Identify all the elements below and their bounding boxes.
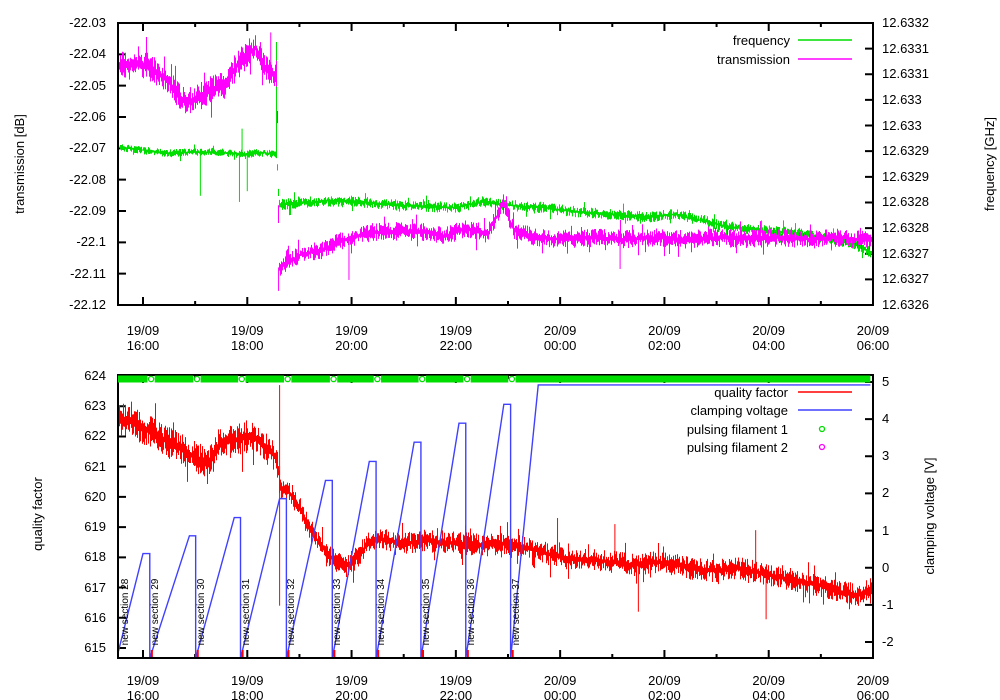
legend-label-pulsing-filament-1: pulsing filament 1 (686, 422, 788, 437)
axis-title-frequency: frequency [GHz] (982, 117, 997, 211)
y-tick-label: 623 (84, 398, 106, 414)
x-tick-label: 20/09 00:00 (543, 323, 577, 353)
x-tick-label: 20/09 06:00 (856, 673, 890, 700)
y2-tick-label: -1 (882, 596, 894, 612)
y2-tick-label: 12.6331 (882, 40, 929, 56)
y-tick-label: -22.11 (70, 265, 106, 281)
x-tick-label: 19/09 16:00 (126, 323, 160, 353)
y2-tick-label: 2 (882, 485, 890, 501)
y-tick-label: -22.03 (69, 15, 106, 30)
x-tick-label: 20/09 02:00 (648, 673, 681, 700)
y2-tick-label: 12.6327 (882, 271, 929, 287)
axis-title-transmission: transmission [dB] (12, 114, 27, 214)
y2-tick-label: 1 (882, 522, 890, 538)
section-annotation: new section 31 (240, 578, 252, 646)
x-tick-label: 19/09 22:00 (439, 673, 473, 700)
section-annotation: new section 36 (465, 578, 477, 646)
y2-tick-label: 5 (882, 374, 890, 389)
x-tick-label: 20/09 04:00 (752, 673, 785, 700)
legend-label-clamping-voltage: clamping voltage (690, 403, 788, 418)
y-tick-label: 620 (84, 488, 106, 504)
y-tick-label: -22.06 (69, 109, 106, 124)
legend-label-transmission: transmission (717, 52, 790, 67)
section-annotation: new section 34 (376, 578, 388, 646)
x-tick-label: 19/09 22:00 (439, 323, 473, 353)
section-annotation: new section 28 (120, 578, 132, 646)
legend-label-pulsing-filament-2: pulsing filament 2 (686, 440, 788, 455)
y2-tick-label: 3 (882, 448, 890, 464)
y-tick-label: 624 (84, 368, 106, 383)
section-annotation: new section 37 (510, 578, 522, 646)
y2-tick-label: 12.633 (882, 117, 922, 133)
x-tick-label: 20/09 00:00 (543, 673, 577, 700)
y2-tick-label: 12.6327 (882, 245, 929, 261)
y-tick-label: 619 (84, 519, 106, 535)
y-tick-label: -22.07 (69, 140, 106, 156)
y-tick-label: 616 (84, 609, 106, 625)
legend-label-quality-factor: quality factor (714, 385, 788, 400)
y-tick-label: 622 (84, 428, 106, 444)
y2-tick-label: -2 (882, 634, 894, 649)
y-tick-label: 618 (84, 549, 106, 565)
x-tick-label: 19/09 20:00 (335, 673, 368, 700)
y-tick-label: -22.09 (69, 203, 106, 218)
section-annotation: new section 32 (286, 578, 298, 646)
x-tick-label: 19/09 16:00 (126, 673, 160, 700)
y-tick-label: -22.04 (69, 46, 106, 62)
y2-tick-label: 12.6328 (882, 220, 929, 236)
legend-label-frequency: frequency (732, 33, 790, 48)
y-tick-label: 615 (84, 640, 106, 655)
x-tick-label: 20/09 06:00 (856, 323, 890, 353)
x-tick-label: 19/09 18:00 (231, 323, 264, 353)
x-tick-label: 20/09 04:00 (752, 323, 785, 353)
section-annotation: new section 29 (149, 578, 161, 646)
section-annotation: new section 33 (332, 578, 344, 646)
y2-tick-label: 12.6329 (882, 143, 929, 159)
y-tick-label: -22.12 (69, 297, 106, 312)
x-tick-label: 19/09 18:00 (231, 673, 264, 700)
x-tick-label: 19/09 20:00 (335, 323, 368, 353)
y2-tick-label: 12.6328 (882, 194, 929, 210)
y2-tick-label: 0 (882, 559, 890, 575)
y2-tick-label: 12.6331 (882, 66, 929, 82)
y2-tick-label: 12.6332 (882, 15, 929, 30)
section-annotation: new section 30 (195, 578, 207, 646)
y-tick-label: 617 (84, 579, 106, 595)
y2-tick-label: 12.633 (882, 91, 922, 107)
section-annotation: new section 35 (420, 578, 432, 646)
y2-tick-label: 12.6326 (882, 297, 929, 312)
y-tick-label: 621 (84, 458, 106, 474)
y2-tick-label: 4 (882, 411, 890, 427)
y-tick-label: -22.1 (76, 234, 106, 250)
y-tick-label: -22.05 (69, 77, 106, 93)
x-tick-label: 20/09 02:00 (648, 323, 681, 353)
y-tick-label: -22.08 (69, 171, 106, 187)
y2-tick-label: 12.6329 (882, 168, 929, 184)
